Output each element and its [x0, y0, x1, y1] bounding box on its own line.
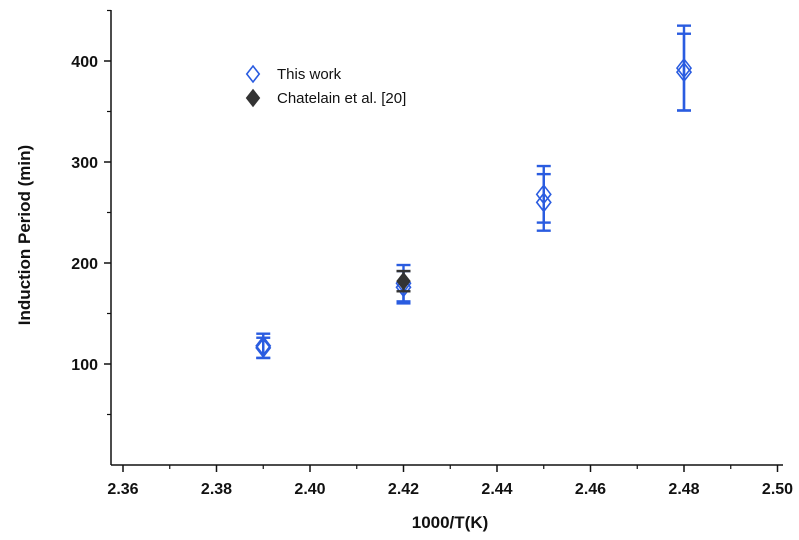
x-tick-label: 2.40: [294, 481, 325, 498]
x-tick-label: 2.42: [388, 481, 419, 498]
x-axis-ticks: 2.36 2.38 2.40 2.42 2.44 2.46 2.48 2.50: [107, 465, 793, 498]
x-tick-label: 2.50: [762, 481, 793, 498]
legend: This work Chatelain et al. [20]: [245, 64, 406, 108]
legend-diamond-filled: [245, 88, 261, 108]
data-point-this-work: [535, 192, 552, 213]
y-axis-label: Induction Period (min): [15, 145, 34, 325]
y-axis-ticks: 100 200 300 400: [71, 9, 111, 416]
y-tick-label: 200: [71, 256, 98, 273]
legend-label-chatelain: Chatelain et al. [20]: [277, 90, 406, 107]
x-tick-label: 2.46: [575, 481, 606, 498]
data-point-chatelain: [396, 271, 411, 291]
y-tick-label: 400: [71, 54, 98, 71]
x-tick-label: 2.44: [481, 481, 512, 498]
y-tick-label: 300: [71, 155, 98, 172]
x-tick-label: 2.38: [201, 481, 232, 498]
legend-marker-this-work: [245, 64, 261, 84]
data-point-this-work: [675, 61, 693, 83]
x-axis-label: 1000/T(K): [412, 513, 489, 532]
x-tick-label: 2.48: [668, 481, 699, 498]
data-point-this-work: [255, 337, 272, 359]
y-tick-label: 100: [71, 357, 98, 374]
plot-area: [110, 10, 783, 466]
legend-marker-chatelain: [245, 88, 261, 108]
data-points: [255, 24, 693, 360]
x-tick-label: 2.36: [107, 481, 138, 498]
legend-label-this-work: This work: [277, 66, 342, 83]
legend-diamond-open: [245, 64, 261, 84]
